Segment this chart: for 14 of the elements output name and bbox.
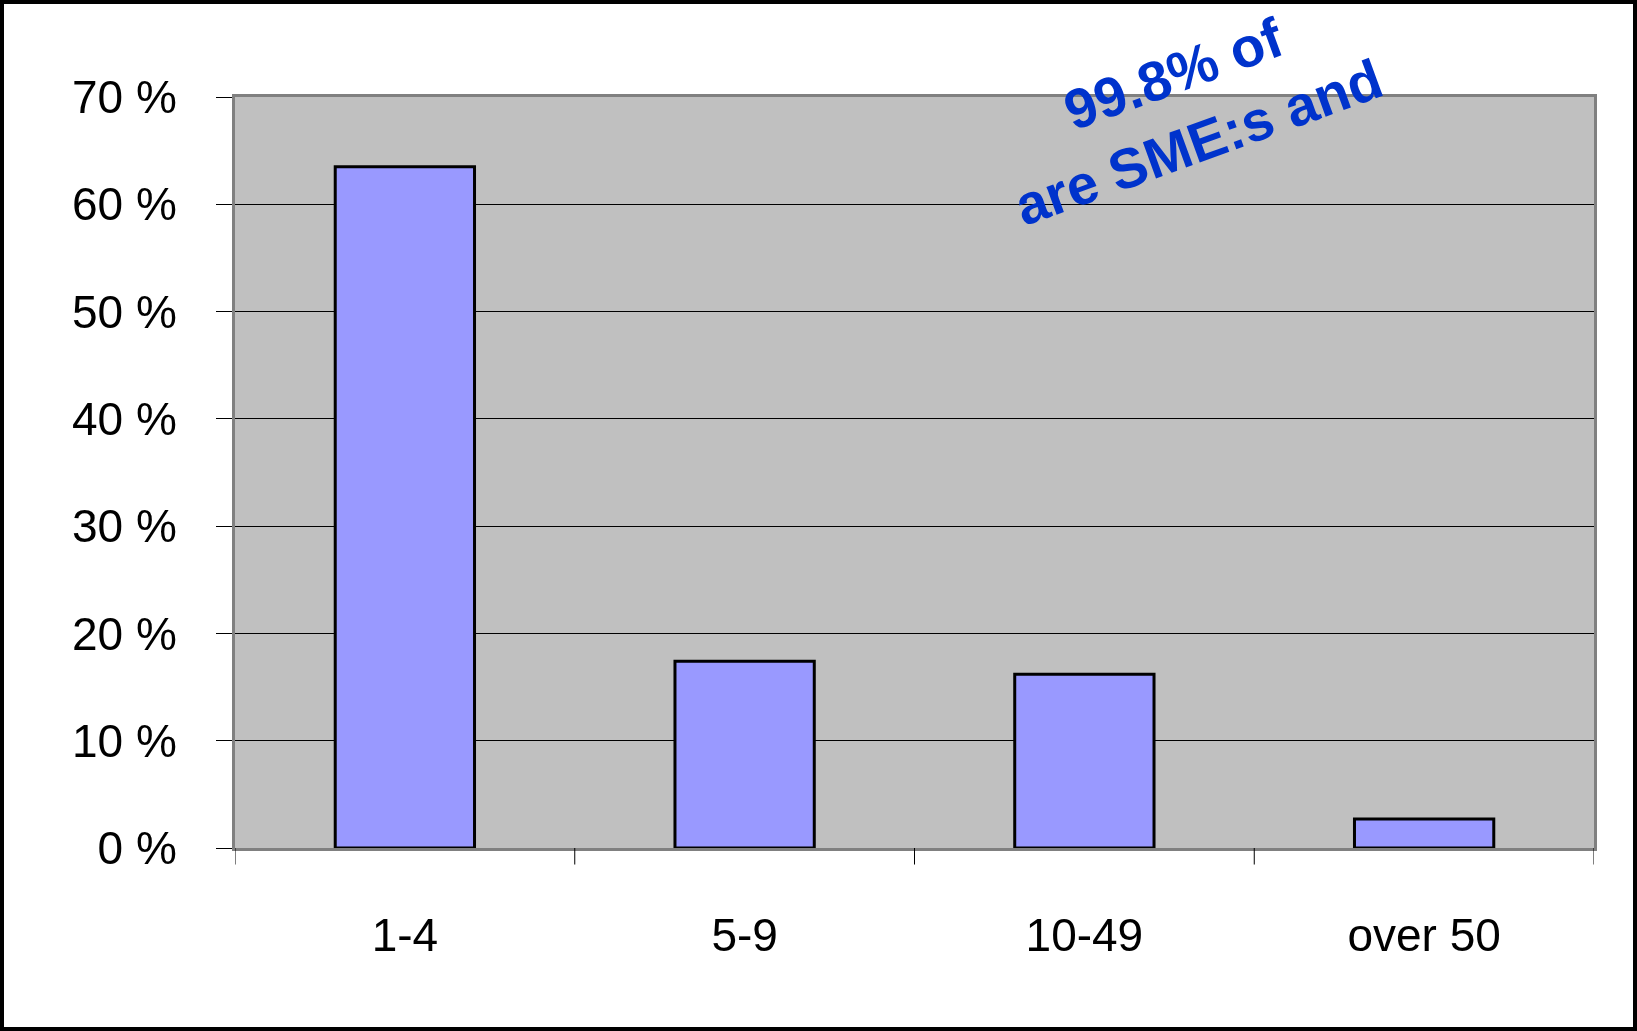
x-tick-label: over 50 bbox=[1347, 909, 1501, 962]
y-tick-label: 40 % bbox=[71, 392, 177, 445]
x-tick-label: 10-49 bbox=[1025, 909, 1144, 962]
x-tick-label: 5-9 bbox=[711, 909, 778, 962]
annotation: 99.8% of are SME:s and bbox=[1006, 5, 1391, 238]
y-tick-label: 70 % bbox=[71, 71, 177, 124]
x-tick-label: 1-4 bbox=[371, 909, 439, 962]
y-tick-label: 20 % bbox=[71, 607, 177, 660]
y-tick-label: 0 % bbox=[97, 822, 177, 875]
y-tick-label: 10 % bbox=[71, 714, 177, 767]
y-tick-label: 50 % bbox=[71, 285, 177, 338]
y-tick-label: 30 % bbox=[71, 500, 177, 553]
bar bbox=[1352, 817, 1496, 848]
y-tick-label: 60 % bbox=[71, 178, 177, 231]
